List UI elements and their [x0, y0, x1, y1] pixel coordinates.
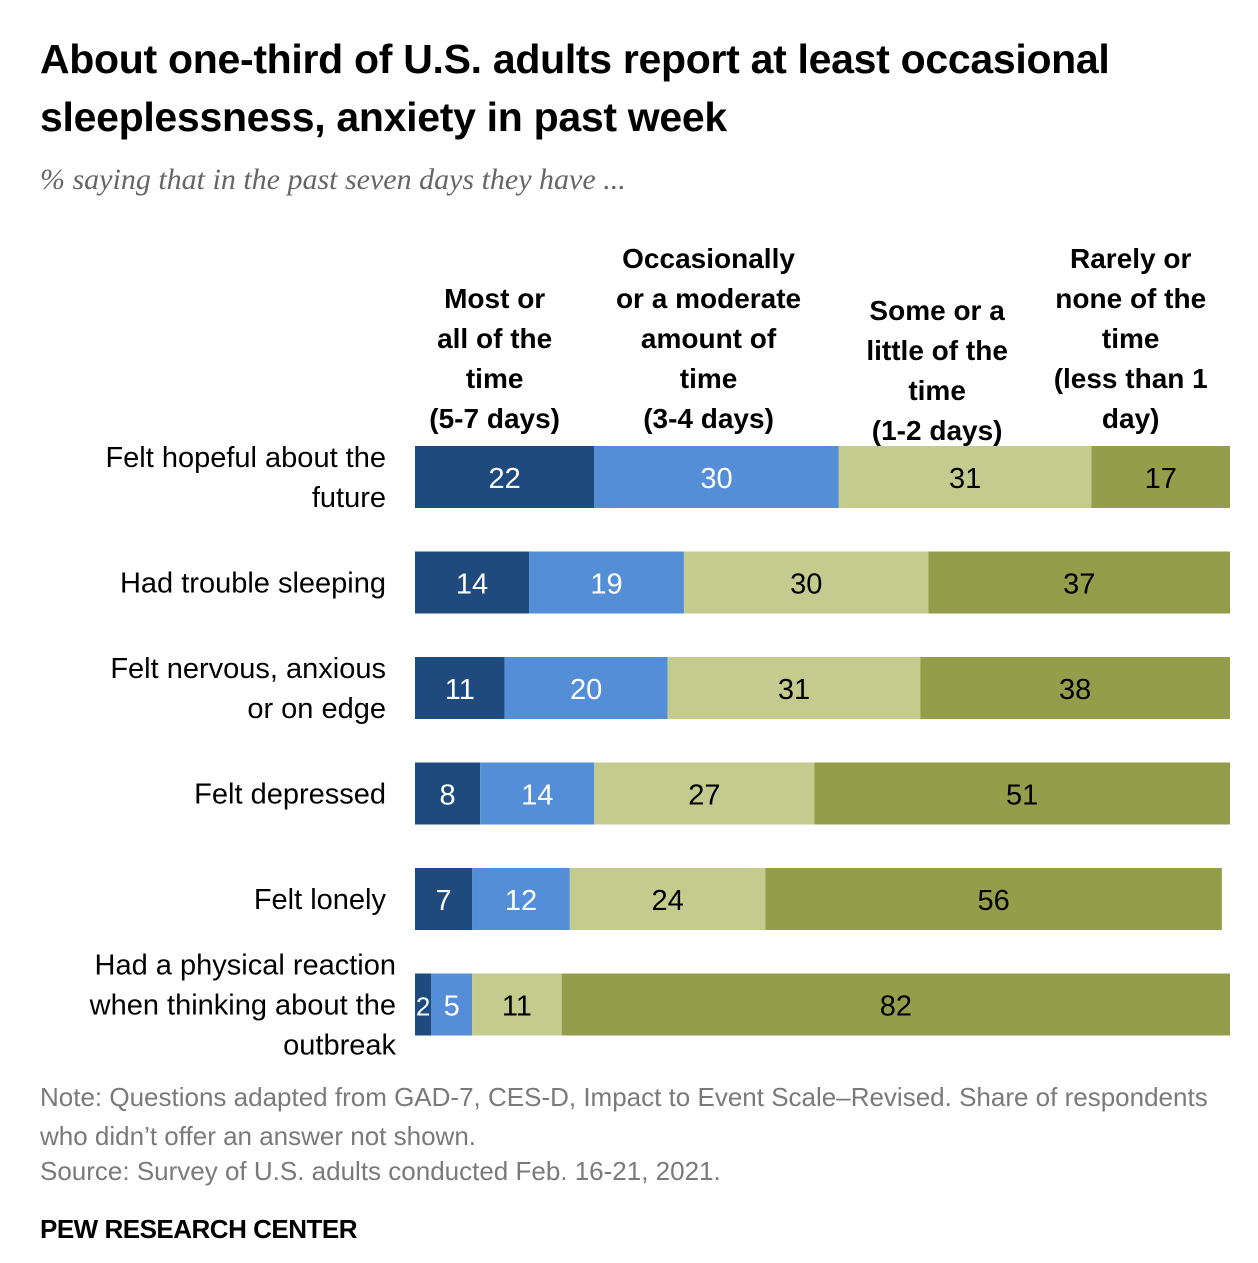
data-label: 30 — [700, 463, 732, 495]
legend-header-line: Most or — [444, 283, 545, 314]
legend-header-3: Rarely or none of the time (less than 1 day) — [1054, 243, 1208, 434]
legend-header-line: or a moderate — [616, 283, 801, 314]
bar-segment — [472, 868, 570, 930]
legend-header-line: (1-2 days) — [872, 415, 1003, 446]
bar-segment — [504, 657, 668, 719]
bar-segment — [431, 973, 473, 1036]
data-label: 82 — [880, 991, 912, 1023]
bar-segment — [561, 973, 1230, 1036]
category-label: future — [312, 482, 386, 514]
legend-header-line: none of the — [1055, 283, 1206, 314]
legend-header-line: Some or a — [869, 295, 1005, 326]
data-label: 51 — [1006, 780, 1038, 812]
stacked-bar-chart: Most or all of the time (5-7 days) Occasiona… — [89, 243, 1230, 1062]
bar-segment — [838, 446, 1092, 508]
legend-header-0: Most or all of the time (5-7 days) — [429, 283, 560, 434]
legend-header-1: Occasionally or a moderate amount of time (3… — [616, 243, 801, 434]
legend-header-line: (less than 1 — [1054, 363, 1208, 394]
bar-segment — [1091, 446, 1230, 508]
data-label: 31 — [778, 674, 810, 706]
bar-row: Felt nervous, anxious or on edge 11 20 31 38 — [110, 653, 1230, 725]
data-label: 14 — [456, 569, 488, 601]
bar-segment — [814, 762, 1230, 825]
category-label: Felt lonely — [254, 884, 387, 916]
bar-segment — [683, 551, 929, 614]
chart-note: Note: Questions adapted from GAD-7, CES-… — [40, 1082, 1208, 1151]
legend-header-line: little of the — [866, 335, 1008, 366]
data-label: 11 — [502, 991, 532, 1023]
data-label: 56 — [978, 885, 1010, 917]
bar-row: Felt hopeful about the future 22 30 31 17 — [105, 442, 1230, 514]
category-label: Felt depressed — [194, 779, 386, 811]
bar-segment — [529, 551, 684, 614]
category-label: Felt hopeful about the — [105, 442, 386, 474]
legend-header-line: day) — [1102, 403, 1160, 434]
data-label: 2 — [416, 992, 430, 1022]
bar-segment — [480, 762, 595, 825]
bar-segment — [415, 657, 505, 719]
legend-header-line: time — [680, 363, 738, 394]
category-label: Had a physical reaction — [95, 950, 396, 982]
legend-header-line: time — [466, 363, 524, 394]
legend-header-line: (5-7 days) — [429, 403, 560, 434]
chart-title: About one-third of U.S. adults report at… — [40, 36, 1110, 140]
category-label: or on edge — [247, 693, 386, 725]
legend-header-line: amount of — [641, 323, 777, 354]
data-label: 24 — [652, 885, 684, 917]
data-label: 27 — [688, 780, 720, 812]
category-label: when thinking about the — [89, 990, 396, 1022]
data-label: 22 — [489, 463, 521, 495]
bar-segment — [594, 446, 839, 508]
column-headers: Most or all of the time (5-7 days) Occasiona… — [429, 243, 1207, 446]
data-label: 37 — [1063, 569, 1095, 601]
chart-rows: Felt hopeful about the future 22 30 31 17 Had … — [89, 442, 1230, 1062]
category-label: Felt nervous, anxious — [110, 653, 386, 685]
data-label: 5 — [444, 991, 460, 1023]
data-label: 14 — [521, 780, 553, 812]
bar-row: Had trouble sleeping 14 19 30 37 — [120, 551, 1230, 614]
bar-segment — [415, 868, 473, 930]
bar-segment — [415, 762, 481, 825]
category-label: Had trouble sleeping — [120, 568, 386, 600]
bar-segment — [415, 446, 595, 508]
legend-header-line: (3-4 days) — [643, 403, 774, 434]
legend-header-line: all of the — [437, 323, 552, 354]
brand-logo-text: PEW RESEARCH CENTER — [40, 1214, 357, 1244]
bar-row: Felt depressed 8 14 27 51 — [194, 762, 1230, 825]
legend-header-line: Occasionally — [622, 243, 795, 274]
data-label: 11 — [445, 674, 475, 706]
legend-header-2: Some or a little of the time (1-2 days) — [866, 295, 1008, 446]
bar-segment — [765, 868, 1222, 930]
bar-segment — [667, 657, 921, 719]
bar-segment — [594, 762, 815, 825]
bar-row: Felt lonely 7 12 24 56 — [254, 868, 1222, 930]
data-label: 8 — [440, 780, 456, 812]
data-label: 38 — [1059, 674, 1091, 706]
data-label: 12 — [505, 885, 537, 917]
bar-segment — [928, 551, 1230, 614]
data-label: 30 — [790, 569, 822, 601]
data-label: 31 — [949, 463, 981, 495]
bar-row: Had a physical reaction when thinking abo… — [89, 950, 1230, 1062]
chart-source: Source: Survey of U.S. adults conducted … — [40, 1156, 721, 1186]
chart-subtitle: % saying that in the past seven days the… — [40, 163, 626, 196]
legend-header-line: time — [1102, 323, 1160, 354]
bar-segment — [569, 868, 766, 930]
data-label: 17 — [1145, 463, 1177, 495]
data-label: 20 — [570, 674, 602, 706]
legend-header-line: time — [908, 375, 966, 406]
data-label: 7 — [435, 885, 451, 917]
bar-segment — [415, 973, 432, 1036]
bar-segment — [472, 973, 562, 1036]
bar-segment — [415, 551, 530, 614]
legend-header-line: Rarely or — [1070, 243, 1191, 274]
data-label: 19 — [590, 569, 622, 601]
bar-segment — [920, 657, 1230, 719]
category-label: outbreak — [283, 1030, 396, 1062]
